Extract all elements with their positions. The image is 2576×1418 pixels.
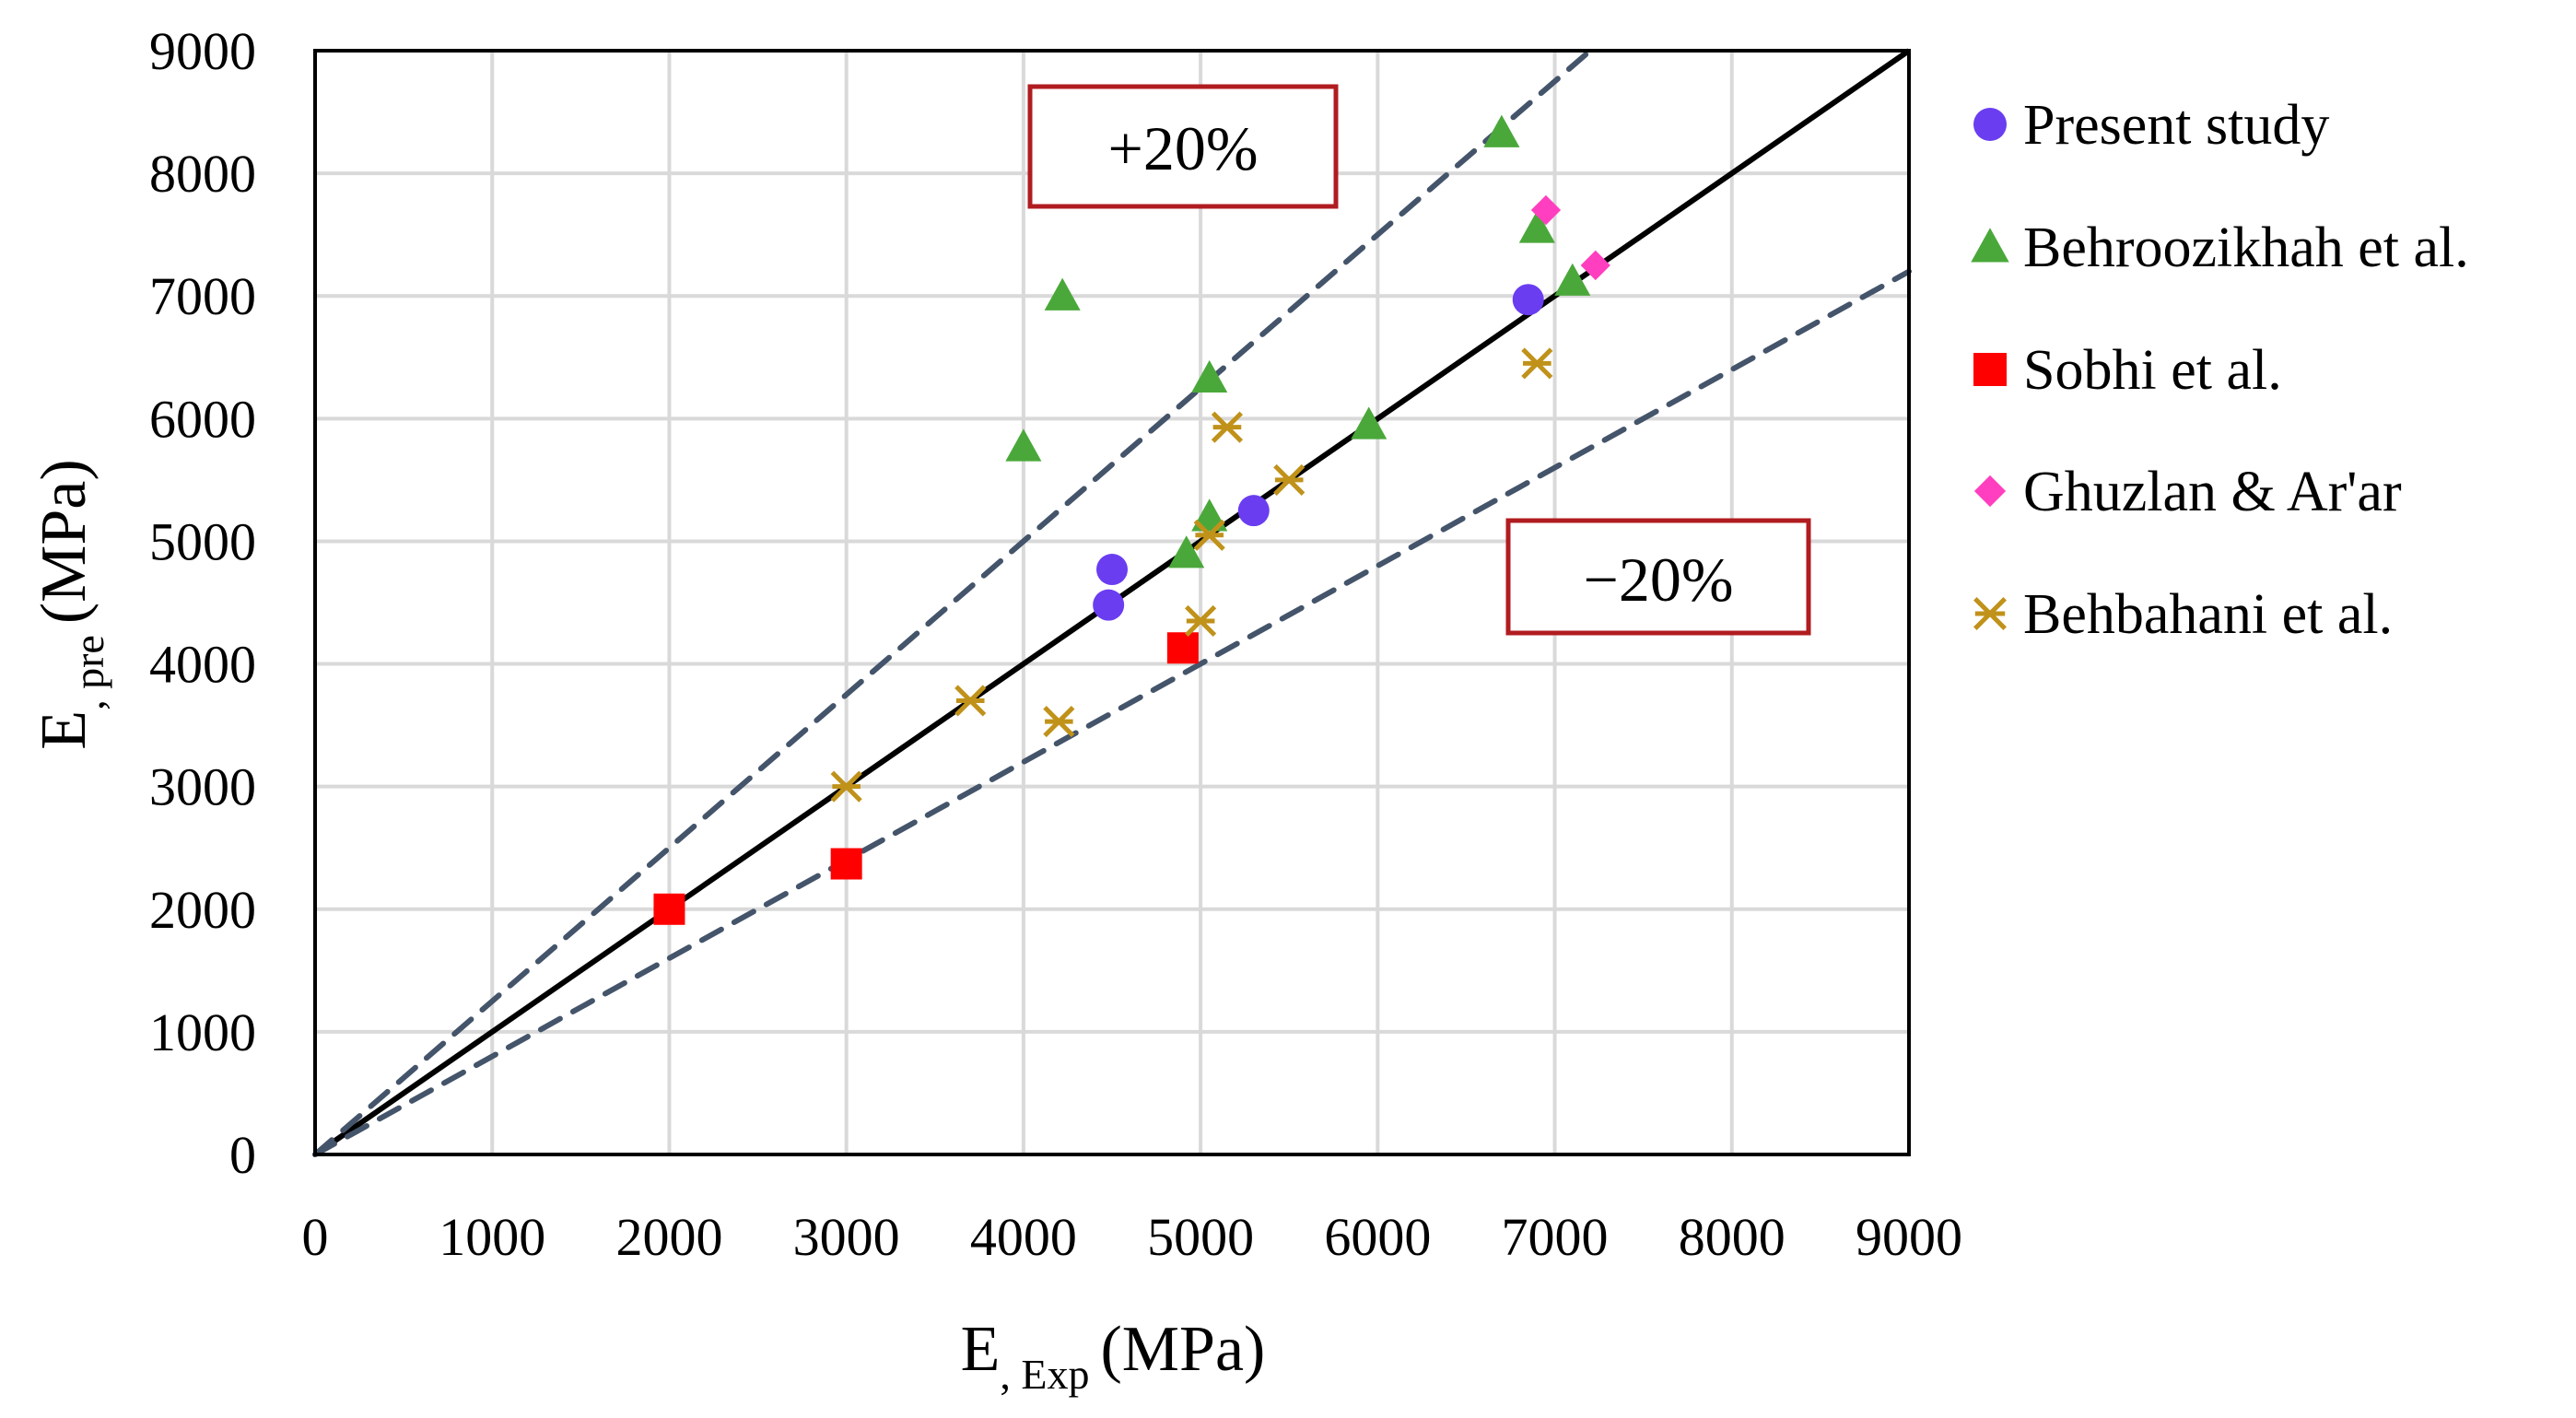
legend-label-3: Ghuzlan & Ar'ar: [2023, 461, 2402, 523]
x-tick-label-4000: 4000: [970, 1207, 1077, 1267]
legend-marker-4: [1973, 597, 2007, 630]
point-series1-0: [1005, 428, 1042, 462]
point-series4-4: [1211, 411, 1244, 443]
x-axis-title-main: E: [961, 1314, 1001, 1385]
point-series1-4: [1191, 498, 1228, 532]
x-tick-label-6000: 6000: [1324, 1207, 1431, 1267]
point-series4-7: [1521, 347, 1553, 380]
minus-20-box: [1505, 518, 1811, 636]
y-tick-label-9000: 9000: [149, 21, 256, 81]
legend-label-4: Behbahani et al.: [2023, 583, 2393, 646]
y-axis-title-sub: , pre: [65, 635, 112, 710]
point-series0-1: [1093, 589, 1125, 621]
x-axis-title-sub: , Exp: [1000, 1351, 1089, 1398]
x-axis-title-unit: (MPa): [1101, 1314, 1266, 1385]
y-axis-title-unit: (MPa): [29, 459, 100, 624]
point-series4-5: [1193, 519, 1225, 551]
x-tick-label-3000: 3000: [793, 1207, 900, 1267]
y-axis-title: E, pre (MPa): [29, 459, 112, 749]
point-series1-5: [1351, 406, 1388, 439]
point-series2-1: [830, 848, 862, 880]
point-series1-6: [1483, 114, 1520, 147]
plus-20-label: +20%: [1108, 113, 1259, 183]
legend-label-2: Sobhi et al.: [2023, 339, 2282, 402]
plus-20-annotation: +20%: [1027, 84, 1339, 209]
point-series3-0: [1530, 194, 1562, 226]
point-series1-1: [1044, 277, 1081, 311]
point-series2-0: [653, 893, 685, 925]
y-tick-label-1000: 1000: [149, 1002, 256, 1062]
point-series4-2: [1043, 706, 1075, 738]
minus-20-line: [312, 268, 1912, 1157]
plot-area-frame: [313, 49, 1911, 1156]
y-tick-label-4000: 4000: [149, 635, 256, 695]
legend-marker-2: [1973, 353, 2007, 386]
point-series3-1: [1580, 250, 1610, 281]
point-series4-3: [1185, 604, 1217, 638]
minus-20-label: −20%: [1584, 545, 1734, 615]
legend-label-1: Behroozikhah et al.: [2023, 217, 2469, 279]
x-tick-label-8000: 8000: [1679, 1207, 1786, 1267]
plus-20-box: [1027, 84, 1339, 209]
minus-20-annotation: −20%: [1505, 518, 1811, 636]
point-series4-0: [830, 770, 862, 803]
point-series0-3: [1512, 284, 1544, 316]
legend-marker-1: [1971, 228, 2009, 263]
x-tick-label-9000: 9000: [1856, 1207, 1962, 1267]
y-tick-label-8000: 8000: [149, 144, 256, 204]
point-series2-2: [1166, 632, 1199, 664]
y-tick-label-0: 0: [229, 1125, 256, 1185]
y-tick-labels: 0 1000 2000 3000 4000 5000 6000 7000 8000 9000: [149, 21, 256, 1185]
x-tick-labels: 0 1000 2000 3000 4000 5000 6000 7000 8000 9000: [302, 1207, 1963, 1267]
x-axis-title: E, Exp (MPa): [961, 1314, 1266, 1398]
point-series1-8: [1554, 263, 1591, 296]
plus-20-line: [312, 48, 1593, 1157]
data-points: [653, 114, 1610, 925]
point-series0-2: [1237, 495, 1270, 527]
legend-marker-3: [1973, 475, 2007, 508]
point-series1-3: [1168, 535, 1205, 568]
legend: Present study Behroozikhah et al. Sobhi et…: [1971, 94, 2469, 646]
legend-marker-0: [1973, 108, 2007, 141]
legend-label-0: Present study: [2023, 94, 2329, 157]
y-axis-title-main: E: [29, 710, 100, 750]
x-tick-label-0: 0: [302, 1207, 329, 1267]
point-series4-6: [1273, 463, 1306, 496]
y-tick-label-6000: 6000: [149, 389, 256, 449]
point-series1-2: [1191, 359, 1228, 393]
point-series0-0: [1096, 554, 1128, 586]
x-tick-label-1000: 1000: [439, 1207, 545, 1267]
point-series1-7: [1518, 210, 1555, 243]
y-tick-label-5000: 5000: [149, 511, 256, 571]
x-tick-label-5000: 5000: [1147, 1207, 1254, 1267]
y-tick-label-3000: 3000: [149, 757, 256, 817]
x-tick-label-2000: 2000: [615, 1207, 722, 1267]
x-tick-label-7000: 7000: [1502, 1207, 1609, 1267]
y-tick-label-7000: 7000: [149, 266, 256, 326]
y-tick-label-2000: 2000: [149, 880, 256, 940]
point-series4-1: [954, 685, 987, 717]
